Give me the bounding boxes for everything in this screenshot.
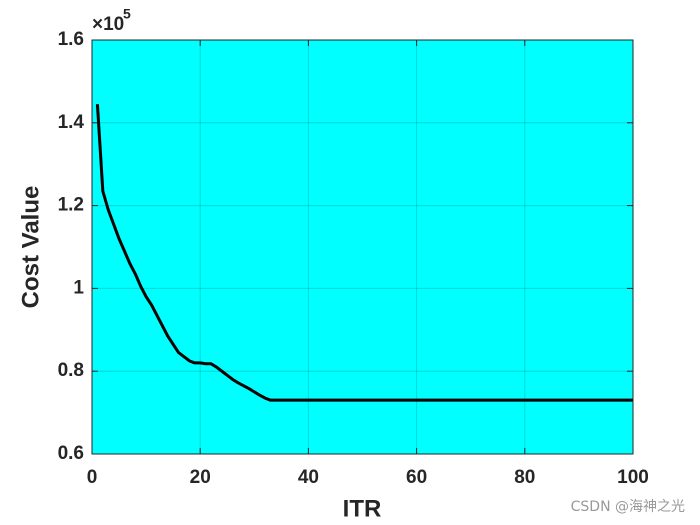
y-axis-label: Cost Value — [17, 186, 44, 309]
y-tick-label: 0.8 — [58, 360, 84, 381]
x-axis-label: ITR — [343, 495, 382, 522]
y-tick-label: 1.6 — [58, 29, 84, 50]
axes-box — [91, 39, 634, 455]
plot-layer: 0.6 0.8 1 1.2 1.4 1.6 0 20 40 60 80 100 — [58, 29, 649, 488]
y-tick-label: 1.4 — [58, 112, 85, 133]
y-tick-label: 0.6 — [58, 443, 84, 464]
x-tick-label: 40 — [298, 467, 319, 488]
y-multiplier-exponent: 5 — [123, 6, 131, 22]
cost-line — [95, 104, 633, 402]
plot-area — [92, 40, 633, 454]
x-tick-label: 0 — [87, 467, 98, 488]
x-tick-label: 60 — [406, 467, 427, 488]
x-tick-label: 20 — [190, 467, 211, 488]
y-multiplier-base: ×10 — [92, 14, 124, 35]
watermark: CSDN @海神之光 — [571, 499, 685, 515]
y-tick-label: 1.2 — [58, 195, 84, 216]
x-tick-label: 100 — [617, 467, 649, 488]
x-tick-label: 80 — [514, 467, 535, 488]
y-tick-label: 1 — [73, 277, 84, 298]
